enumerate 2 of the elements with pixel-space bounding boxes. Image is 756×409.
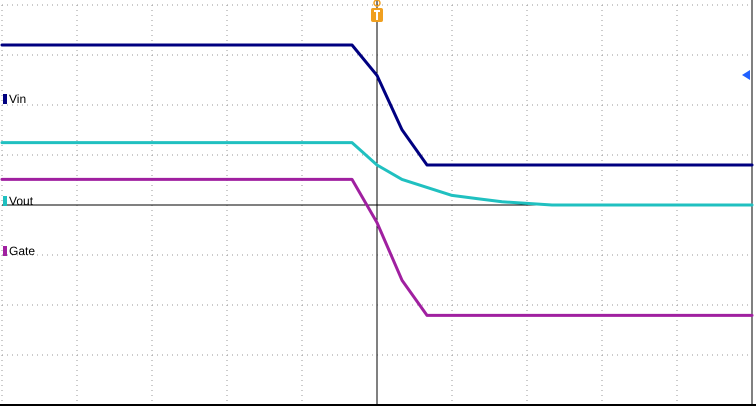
legend-label: Gate (9, 244, 36, 258)
legend-label: Vin (9, 92, 26, 106)
